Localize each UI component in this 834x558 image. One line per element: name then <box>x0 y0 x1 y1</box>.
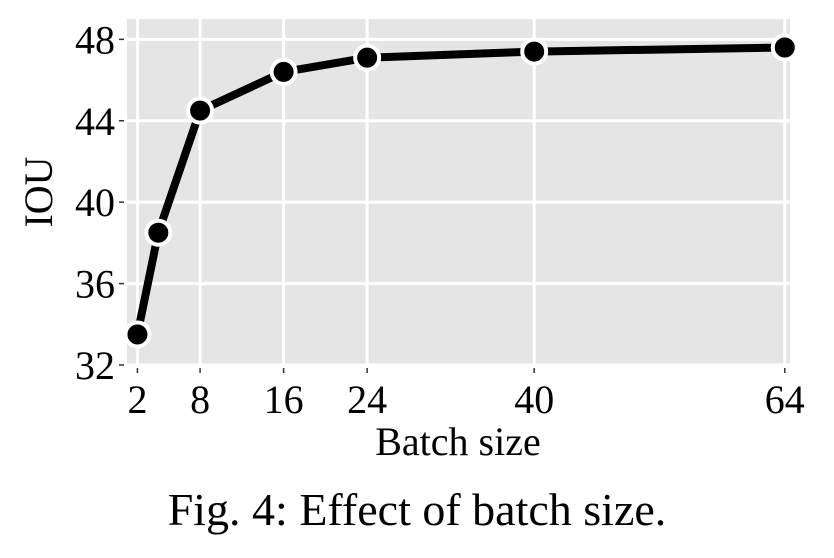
y-tick-label: 40 <box>75 180 115 225</box>
line-chart: 32 36 40 44 48 2 8 16 24 40 64 Batch size IOU <box>16 17 805 464</box>
x-tick-label: 16 <box>264 377 304 422</box>
plot-panel <box>127 19 790 365</box>
x-tick-label: 40 <box>514 377 554 422</box>
data-point <box>269 57 298 86</box>
x-tick-label: 24 <box>347 377 387 422</box>
figure-caption: Fig. 4: Effect of batch size. <box>167 484 667 535</box>
gridlines <box>127 19 790 367</box>
y-tick-label: 32 <box>75 343 115 388</box>
y-tick-label: 48 <box>75 17 115 62</box>
data-point <box>144 218 173 247</box>
x-tick-label: 2 <box>127 377 147 422</box>
x-tick-label: 64 <box>765 377 805 422</box>
x-tick-label: 8 <box>190 377 210 422</box>
data-point <box>186 96 215 125</box>
data-point <box>520 37 549 66</box>
x-axis-label: Batch size <box>375 419 541 464</box>
y-axis-ticks: 32 36 40 44 48 <box>75 17 124 388</box>
y-tick-label: 44 <box>75 99 115 144</box>
y-axis-label: IOU <box>16 156 61 227</box>
x-axis-ticks: 2 8 16 24 40 64 <box>127 368 805 422</box>
data-point <box>123 320 152 349</box>
y-tick-label: 36 <box>75 262 115 307</box>
data-point <box>353 43 382 72</box>
data-point <box>770 33 799 62</box>
data-point-markers <box>123 33 799 349</box>
